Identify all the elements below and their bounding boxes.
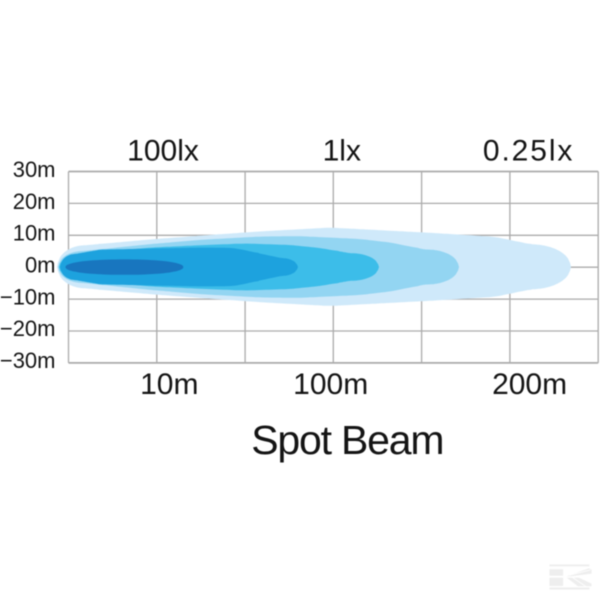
svg-text:100m: 100m xyxy=(293,368,368,401)
svg-text:1lx: 1lx xyxy=(323,135,361,168)
svg-text:Spot Beam: Spot Beam xyxy=(251,417,443,463)
svg-text:−30m: −30m xyxy=(0,348,56,373)
svg-text:20m: 20m xyxy=(13,189,56,214)
svg-text:−10m: −10m xyxy=(0,284,56,309)
svg-text:100lx: 100lx xyxy=(127,135,199,168)
svg-text:30m: 30m xyxy=(13,157,56,182)
svg-text:10m: 10m xyxy=(13,221,56,246)
svg-text:0m: 0m xyxy=(25,252,56,277)
svg-text:10m: 10m xyxy=(140,368,198,401)
svg-text:0.25lx: 0.25lx xyxy=(483,135,574,168)
svg-text:−20m: −20m xyxy=(0,316,56,341)
svg-text:200m: 200m xyxy=(492,368,567,401)
